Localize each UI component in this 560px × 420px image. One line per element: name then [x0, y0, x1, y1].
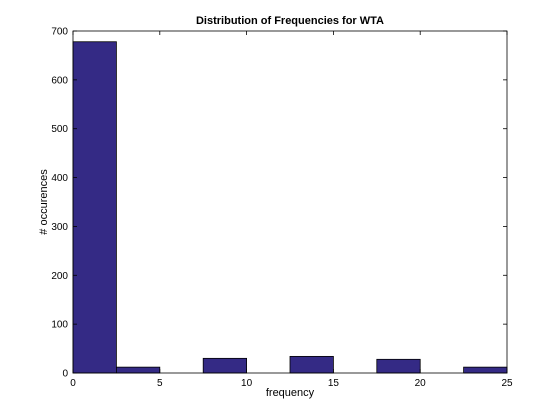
histogram-bar [463, 366, 508, 374]
x-ticks-group: 0 5 10 15 20 25 [70, 31, 513, 389]
histogram-bar [72, 41, 117, 374]
x-tick-label: 10 [241, 378, 253, 389]
y-tick-label: 0 [62, 369, 68, 380]
x-tick-label: 20 [415, 378, 427, 389]
x-tick-label: 15 [328, 378, 340, 389]
plot-frame [72, 30, 508, 374]
histogram-bar [116, 366, 161, 374]
x-tick-label: 0 [70, 378, 76, 389]
y-tick-label: 400 [51, 173, 68, 184]
histogram-bar [202, 357, 247, 374]
chart-title: Distribution of Frequencies for WTA [196, 15, 384, 27]
y-tick-label: 500 [51, 124, 68, 135]
histogram-bar [289, 355, 334, 374]
bars-group [72, 41, 508, 374]
x-axis-label: frequency [266, 387, 315, 399]
y-tick-label: 600 [51, 75, 68, 86]
x-tick-label: 5 [157, 378, 163, 389]
y-axis-label: # occurences [38, 169, 50, 235]
y-ticks-group: 0 100 200 300 400 500 600 700 [51, 27, 507, 380]
histogram-bar [376, 358, 421, 374]
y-tick-label: 100 [51, 320, 68, 331]
x-tick-label: 25 [501, 378, 513, 389]
y-tick-label: 700 [51, 27, 68, 38]
plot-area [73, 31, 507, 373]
y-tick-label: 300 [51, 222, 68, 233]
y-tick-label: 200 [51, 271, 68, 282]
